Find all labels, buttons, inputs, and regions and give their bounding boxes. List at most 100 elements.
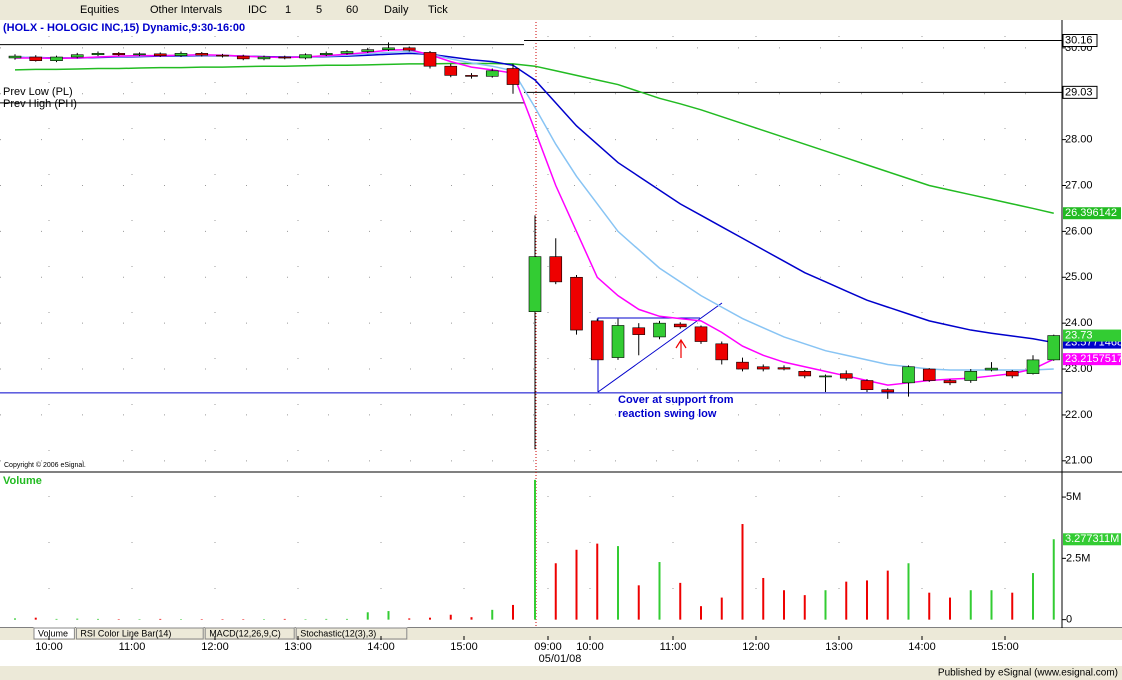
annotation: Cover at support from xyxy=(618,394,734,406)
candle-body xyxy=(528,256,542,312)
candle-body xyxy=(506,68,520,85)
status-bar xyxy=(0,666,1122,680)
candle-body xyxy=(382,47,395,50)
x-tick-label: 13:00 xyxy=(825,641,853,653)
candle-body xyxy=(423,52,437,67)
chart-bg xyxy=(0,20,1122,680)
candle-body xyxy=(549,256,563,283)
candle-body xyxy=(756,366,770,370)
x-tick-label: 09:00 xyxy=(534,641,562,653)
y-tick-label: 27.00 xyxy=(1065,179,1093,191)
candle-body xyxy=(319,53,333,56)
toolbar-items: Equities Other Intervals IDC 1 5 60 Daily Tick xyxy=(80,4,448,16)
candle-body xyxy=(174,53,188,56)
toolbar-button[interactable]: Other Intervals xyxy=(150,4,223,16)
y-tick-label: 24.00 xyxy=(1065,317,1093,329)
candle-body xyxy=(777,367,791,370)
candle-body xyxy=(1047,335,1061,361)
candle-body xyxy=(216,54,229,57)
value-box xyxy=(1063,329,1121,342)
candle-body xyxy=(299,54,312,59)
tab-label[interactable]: RSI Color Line Bar(14) xyxy=(80,628,171,638)
tab[interactable] xyxy=(295,627,408,640)
volume-title: Volume xyxy=(3,475,42,487)
candle-body xyxy=(1026,359,1040,374)
value-label: 3.277311M xyxy=(1065,533,1119,545)
x-tick-label: 11:00 xyxy=(660,641,687,653)
candle-body xyxy=(29,56,43,61)
candle-body xyxy=(860,380,874,390)
tabs: Volume RSI Color Line Bar(14) MACD(12,26,9… xyxy=(33,627,408,640)
toolbar-button[interactable]: 5 xyxy=(316,4,322,16)
candle-body xyxy=(839,373,853,379)
tab-label[interactable]: Volume xyxy=(38,628,68,638)
arrow xyxy=(675,338,687,358)
candle-body xyxy=(632,327,646,335)
candle-body xyxy=(8,55,22,59)
candle-body xyxy=(444,65,458,76)
candle-body xyxy=(715,343,729,361)
value-label: 26.396142 xyxy=(1065,207,1117,219)
candle-body xyxy=(485,70,499,77)
toolbar-button[interactable]: IDC xyxy=(248,4,267,16)
candle-body xyxy=(653,322,666,338)
moving-average xyxy=(15,48,1055,386)
toolbar-button[interactable]: Daily xyxy=(384,4,409,16)
toolbar xyxy=(0,0,1122,20)
level-box xyxy=(1062,34,1098,48)
level-label: 29.03 xyxy=(1065,86,1093,98)
candle-body xyxy=(611,325,625,358)
y-tick-label: 5M xyxy=(1066,491,1081,503)
candle-body xyxy=(91,53,105,56)
candle-body xyxy=(798,371,812,377)
candle-body xyxy=(153,53,167,56)
trend-line xyxy=(597,302,723,393)
level-box xyxy=(1062,85,1098,99)
date-label: 05/01/08 xyxy=(539,653,582,665)
y-tick-label: 2.5M xyxy=(1066,552,1090,564)
x-tick-label: 14:00 xyxy=(908,641,936,653)
value-box xyxy=(1063,353,1121,366)
candle-body xyxy=(694,326,708,342)
value-box xyxy=(1063,207,1121,220)
annotation: Prev Low (PL) xyxy=(3,86,73,98)
tab-label[interactable]: Stochastic(12(3),3) xyxy=(300,628,376,638)
toolbar-button[interactable]: Tick xyxy=(428,4,448,16)
candle-body xyxy=(465,75,478,77)
candle-body xyxy=(361,49,375,52)
candle-body xyxy=(1005,371,1019,377)
x-tick-label: 15:00 xyxy=(991,641,1019,653)
candle-body xyxy=(985,367,998,371)
x-tick-label: 12:00 xyxy=(742,641,770,653)
x-tick-label: 11:00 xyxy=(119,641,146,653)
tab[interactable] xyxy=(75,627,204,640)
candle-body xyxy=(236,55,250,60)
footer: Published by eSignal (www.esignal.com) xyxy=(938,668,1118,679)
annotation: Prev High (PH) xyxy=(3,98,77,110)
chart-title: (HOLX - HOLOGIC INC,15) Dynamic,9:30-16:… xyxy=(3,22,245,34)
toolbar-button[interactable]: 1 xyxy=(285,4,291,16)
x-tick-label: 12:00 xyxy=(201,641,229,653)
toolbar-button[interactable]: 60 xyxy=(346,4,358,16)
y-tick-label: 21.00 xyxy=(1065,455,1093,467)
tab-label[interactable]: MACD(12,26,9,C) xyxy=(209,628,281,638)
candle-body xyxy=(195,53,209,56)
candle-body xyxy=(943,380,957,384)
copyright: Copyright © 2006 eSignal. xyxy=(4,461,86,469)
moving-average xyxy=(14,62,1054,214)
candle-body xyxy=(112,53,126,56)
candle-body xyxy=(964,371,978,381)
x-tick-label: 15:00 xyxy=(450,641,478,653)
candle-body xyxy=(881,389,895,393)
value-label: 23.2157517 xyxy=(1065,353,1122,365)
candle-body xyxy=(402,47,416,51)
tab[interactable] xyxy=(204,627,295,640)
x-tick-label: 14:00 xyxy=(367,641,395,653)
toolbar-button[interactable]: Equities xyxy=(80,4,120,16)
candle-body xyxy=(340,51,354,54)
y-tick-label: 26.00 xyxy=(1065,225,1093,237)
tab[interactable] xyxy=(33,627,75,640)
trend-line xyxy=(597,317,700,392)
candle-body xyxy=(50,56,63,61)
candle-body xyxy=(570,276,583,331)
